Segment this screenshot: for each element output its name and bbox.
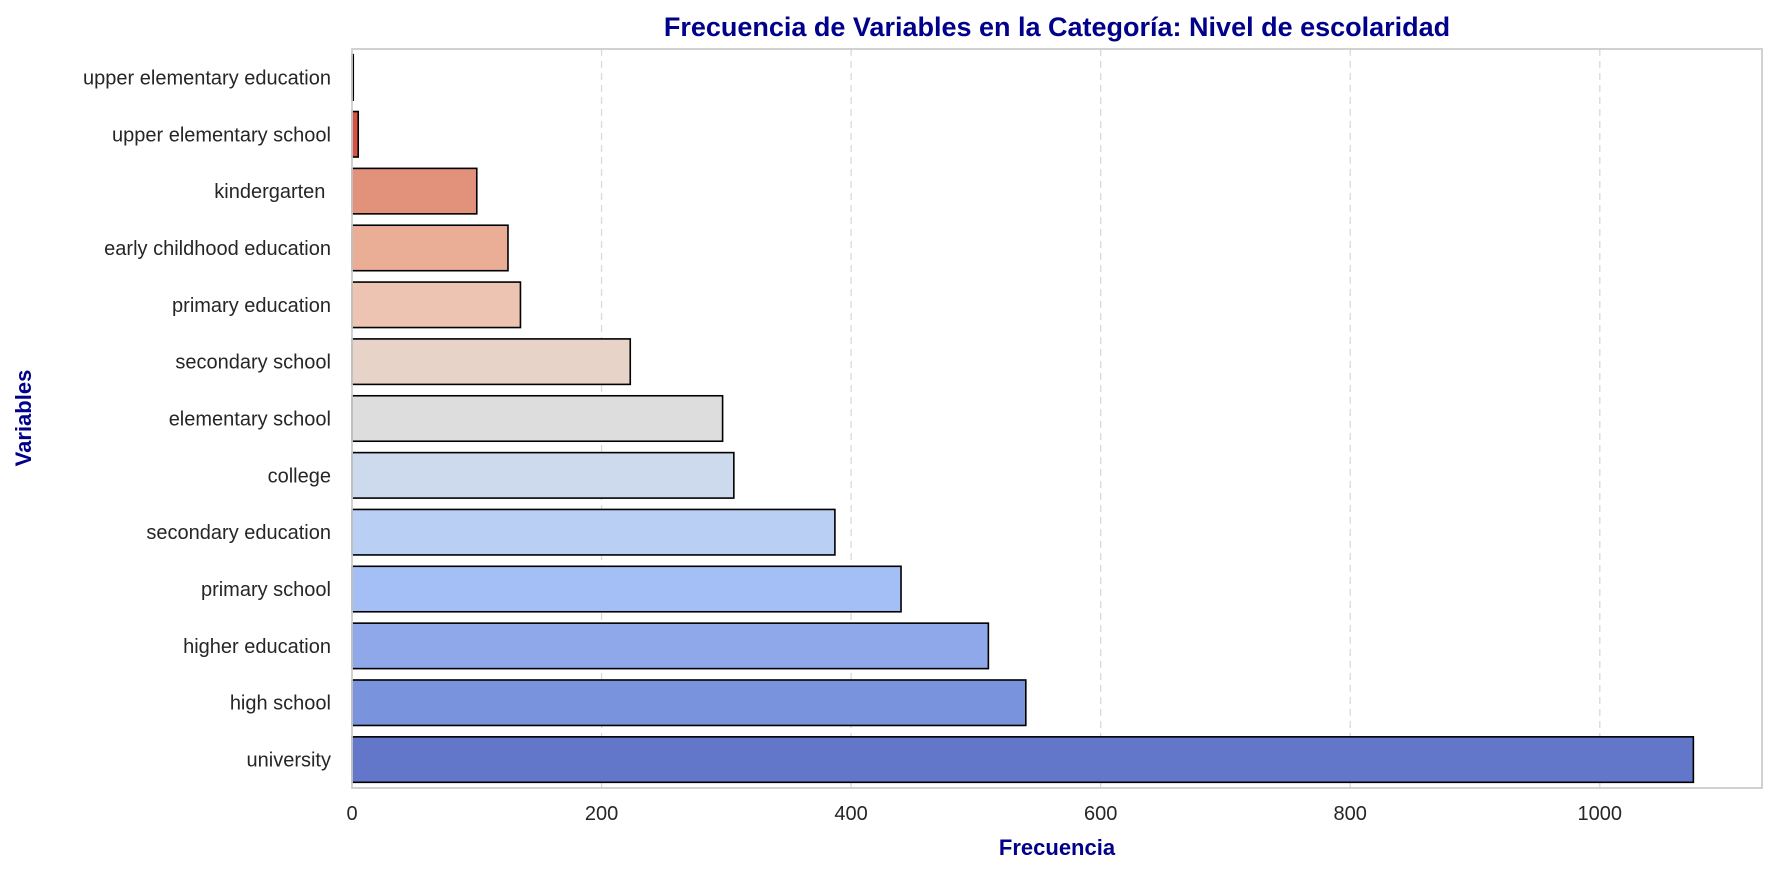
y-tick-label: primary school [201, 579, 331, 601]
x-tick-labels: 0 200 400 600 800 1000 [346, 803, 1622, 825]
y-tick-label: kindergarten [214, 181, 331, 203]
bar [351, 736, 1695, 784]
y-tick-labels: upper elementary education upper elementa… [83, 67, 331, 771]
y-tick-label: secondary school [175, 352, 331, 374]
bar [351, 679, 1027, 727]
y-tick-label: early childhood education [104, 238, 331, 260]
x-tick-label: 200 [585, 803, 618, 825]
chart-title: Frecuencia de Variables en la Categoría:… [664, 12, 1450, 42]
bar [351, 338, 632, 386]
y-tick-label: elementary school [169, 409, 331, 431]
x-axis-label: Frecuencia [999, 835, 1116, 860]
plot-frame [351, 48, 1763, 789]
y-tick-label: upper elementary education [83, 67, 331, 89]
bar [351, 110, 360, 158]
bars-group [351, 53, 1695, 784]
y-tick-label: primary education [172, 295, 331, 317]
bar [351, 451, 735, 499]
y-tick-label: university [247, 750, 331, 772]
y-tick-label: high school [230, 693, 331, 715]
x-tick-label: 1000 [1578, 803, 1623, 825]
grid-lines [600, 49, 1601, 788]
y-tick-label: upper elementary school [112, 124, 331, 146]
x-tick-label: 600 [1084, 803, 1117, 825]
y-tick-label: college [268, 465, 331, 487]
bar [351, 281, 522, 329]
bar [351, 167, 478, 215]
bar [351, 622, 990, 670]
x-tick-label: 400 [834, 803, 867, 825]
y-axis-label: Variables [11, 370, 36, 467]
bar [351, 224, 509, 272]
bar [351, 565, 902, 613]
bar [351, 508, 836, 556]
x-tick-label: 800 [1334, 803, 1367, 825]
x-tick-label: 0 [346, 803, 357, 825]
y-tick-label: secondary education [146, 522, 331, 544]
y-tick-label: higher education [183, 636, 331, 658]
bar [351, 394, 724, 443]
